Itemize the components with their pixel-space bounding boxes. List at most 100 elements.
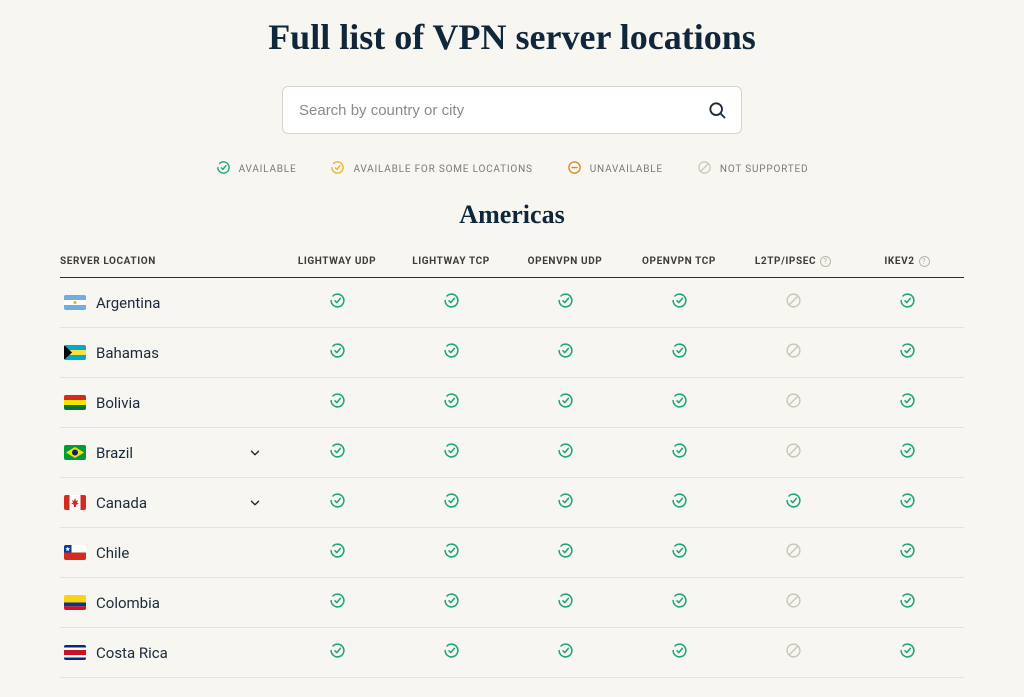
status-cell [508,292,622,313]
available-icon [899,342,916,363]
status-cell [850,292,964,313]
chevron-down-icon [248,496,262,510]
table-row: Bahamas [60,328,964,378]
status-cell [280,392,394,413]
legend: AVAILABLE AVAILABLE FOR SOME LOCATIONS U… [60,160,964,178]
not-supported-icon [785,342,802,363]
available-icon [443,592,460,613]
available-icon [899,492,916,513]
country-name: Canada [96,494,147,512]
status-cell [280,442,394,463]
available-icon [899,292,916,313]
table-row[interactable]: Brazil [60,428,964,478]
location-cell: Chile [60,544,280,562]
column-label: OPENVPN TCP [642,256,716,267]
status-cell [394,542,508,563]
status-cell [622,292,736,313]
available-icon [557,442,574,463]
available-icon [329,292,346,313]
column-header: OPENVPN TCP [622,256,736,267]
search-input[interactable] [297,101,707,120]
legend-icon [567,160,582,178]
available-icon [329,492,346,513]
status-cell [850,442,964,463]
available-icon [899,592,916,613]
location-cell[interactable]: Brazil [60,444,280,462]
status-cell [394,292,508,313]
flag-icon [64,545,86,560]
status-cell [736,592,850,613]
table-row[interactable]: Canada [60,478,964,528]
expand-toggle[interactable] [248,446,262,460]
country-name: Chile [96,544,129,562]
status-cell [622,342,736,363]
status-cell [850,342,964,363]
available-icon [443,642,460,663]
location-cell: Argentina [60,294,280,312]
available-icon [899,642,916,663]
legend-icon [330,160,345,178]
location-cell: Bahamas [60,344,280,362]
status-cell [850,492,964,513]
chevron-down-icon [248,446,262,460]
region-heading: Americas [60,200,964,230]
table-header: SERVER LOCATION LIGHTWAY UDP LIGHTWAY TCP O… [60,256,964,278]
available-icon [443,442,460,463]
not-supported-icon [785,542,802,563]
available-icon [671,592,688,613]
legend-icon [697,160,712,178]
column-header: LIGHTWAY TCP [394,256,508,267]
flag-icon [64,445,86,460]
status-cell [508,542,622,563]
not-supported-icon [785,592,802,613]
available-icon [557,542,574,563]
status-cell [280,292,394,313]
available-icon [329,442,346,463]
column-label: LIGHTWAY UDP [298,256,376,267]
flag-icon [64,595,86,610]
info-icon[interactable]: ? [820,256,831,267]
location-cell[interactable]: Canada [60,494,280,512]
not-supported-icon [785,442,802,463]
available-icon [899,442,916,463]
country-name: Brazil [96,444,133,462]
legend-label: NOT SUPPORTED [720,164,808,175]
legend-item: AVAILABLE [216,160,297,178]
available-icon [785,492,802,513]
legend-label: AVAILABLE FOR SOME LOCATIONS [353,164,532,175]
status-cell [850,642,964,663]
status-cell [508,342,622,363]
status-cell [394,642,508,663]
status-cell [622,542,736,563]
not-supported-icon [785,292,802,313]
status-cell [736,492,850,513]
status-cell [508,392,622,413]
status-cell [736,642,850,663]
status-cell [736,442,850,463]
column-label: SERVER LOCATION [60,256,156,267]
status-cell [394,442,508,463]
available-icon [671,542,688,563]
available-icon [557,592,574,613]
status-cell [280,342,394,363]
not-supported-icon [785,642,802,663]
info-icon[interactable]: ? [919,256,930,267]
available-icon [329,392,346,413]
column-header: LIGHTWAY UDP [280,256,394,267]
available-icon [899,392,916,413]
available-icon [557,392,574,413]
available-icon [329,642,346,663]
column-label: IKEV2 [884,256,914,267]
available-icon [329,592,346,613]
search-box[interactable] [282,86,742,134]
status-cell [394,342,508,363]
available-icon [443,492,460,513]
status-cell [622,442,736,463]
status-cell [622,592,736,613]
available-icon [671,642,688,663]
expand-toggle[interactable] [248,496,262,510]
status-cell [850,592,964,613]
column-label: LIGHTWAY TCP [412,256,490,267]
legend-item: NOT SUPPORTED [697,160,808,178]
location-cell: Colombia [60,594,280,612]
